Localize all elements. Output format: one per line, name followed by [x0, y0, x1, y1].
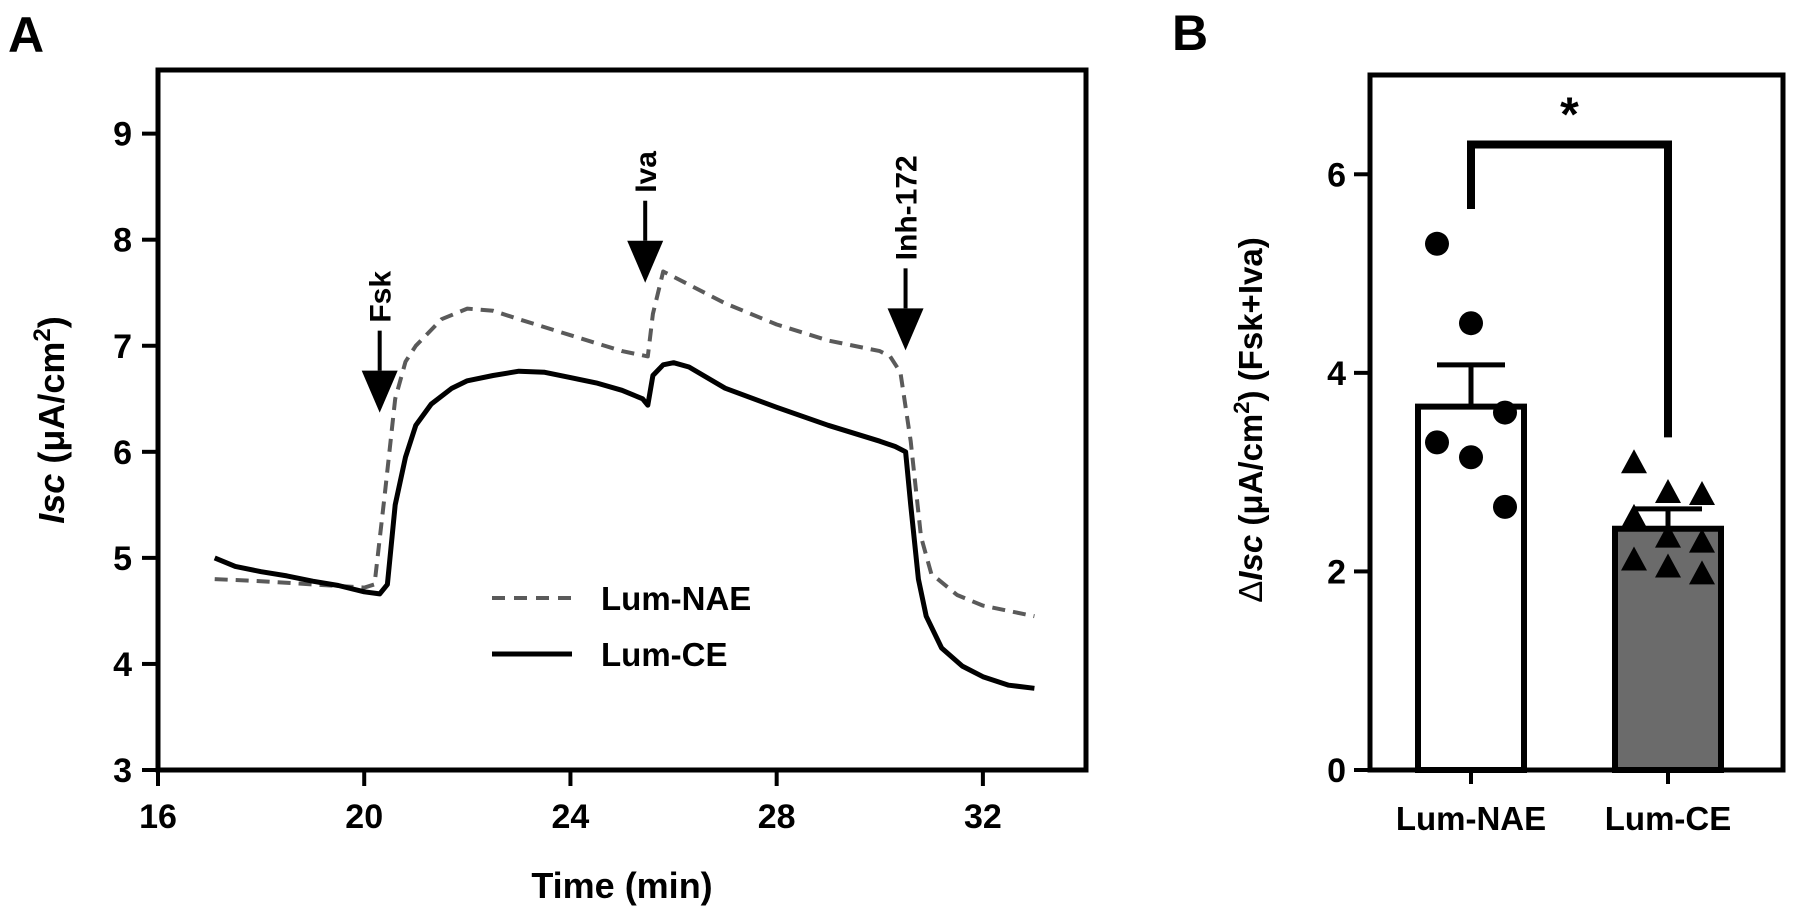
data-point	[1655, 553, 1681, 578]
panel-b-y-axis-label: ΔIsc (μA/cm2) (Fsk+Iva)	[1229, 237, 1269, 602]
x-category-label: Lum-CE	[1605, 800, 1732, 837]
y-tick-label: 6	[1327, 156, 1346, 194]
x-category-label: Lum-NAE	[1396, 800, 1546, 837]
annotation-label-fsk: Fsk	[365, 271, 398, 323]
significance-star: *	[1560, 89, 1579, 142]
data-point	[1493, 494, 1517, 519]
significance-bracket: *	[1467, 89, 1672, 438]
panel-a-y-axis-label: Isc (μA/cm2)	[29, 316, 72, 523]
y-tick-label: 4	[1327, 355, 1346, 393]
annotation-label-iva: Iva	[630, 151, 663, 193]
y-tick-label: 8	[113, 222, 132, 260]
y-tick-label: 6	[113, 434, 132, 472]
data-point	[1425, 430, 1449, 455]
panel-a-x-axis: 16 20 24 28 32	[139, 770, 1002, 836]
data-point	[1621, 546, 1647, 571]
panel-b-points	[1425, 231, 1715, 585]
y-tick-label: 5	[113, 540, 132, 578]
annotation-arrow-head	[627, 240, 664, 283]
x-tick-label: 28	[758, 798, 796, 836]
annotation-arrow-head	[361, 370, 398, 413]
y-tick-label: 4	[113, 646, 132, 684]
panel-b-bar-chart: B 0 2 4 6 Lum-NAE Lum-CE * ΔIsc (μA/cm2) (Fs…	[1172, 5, 1786, 837]
panel-a-annotations: Fsk Iva Inh-172	[361, 151, 924, 413]
y-tick-label: 2	[1327, 553, 1346, 591]
series-line-lum-nae	[214, 269, 1035, 619]
y-tick-label: 7	[113, 328, 132, 366]
x-tick-label: 32	[964, 798, 1002, 836]
x-tick-label: 20	[345, 798, 383, 836]
legend-label-lum-ce: Lum-CE	[601, 636, 728, 673]
y-tick-label: 0	[1327, 752, 1346, 790]
data-point	[1493, 400, 1517, 425]
panel-a-legend: Lum-NAE Lum-CE	[492, 580, 751, 673]
panel-a-series	[213, 269, 1035, 691]
data-point	[1655, 523, 1681, 548]
panel-a-x-axis-label: Time (min)	[531, 865, 712, 906]
panel-b-label: B	[1172, 5, 1208, 61]
panel-a-label: A	[8, 7, 44, 63]
data-point	[1655, 479, 1681, 503]
panel-a-plot-frame	[155, 67, 1089, 773]
panel-a-y-axis: 3 4 5 6 7 8 9	[113, 116, 158, 790]
y-tick-label: 9	[113, 116, 132, 154]
data-point	[1459, 311, 1483, 336]
data-point	[1689, 560, 1715, 585]
panel-b-y-axis: 0 2 4 6	[1327, 156, 1370, 790]
series-line-lum-ce	[213, 360, 1035, 691]
panel-b-x-axis: Lum-NAE Lum-CE	[1396, 770, 1731, 837]
data-point	[1689, 528, 1715, 553]
data-point	[1621, 503, 1647, 528]
x-tick-label: 16	[139, 798, 177, 836]
annotation-label-inh-172: Inh-172	[891, 155, 924, 260]
data-point	[1621, 449, 1647, 474]
x-tick-label: 24	[552, 798, 590, 836]
legend-label-lum-nae: Lum-NAE	[601, 580, 751, 617]
data-point	[1425, 231, 1449, 256]
annotation-arrow-head	[887, 308, 924, 351]
panel-b-plot-frame	[1367, 72, 1786, 773]
panel-a-line-chart: A Fsk Iva Inh-172 16 20 24 28 32 3 4 5 6 7 8 9 Time …	[8, 7, 1089, 906]
data-point	[1459, 445, 1483, 470]
y-tick-label: 3	[113, 752, 132, 790]
significance-line	[1467, 140, 1672, 438]
data-point	[1689, 480, 1715, 505]
